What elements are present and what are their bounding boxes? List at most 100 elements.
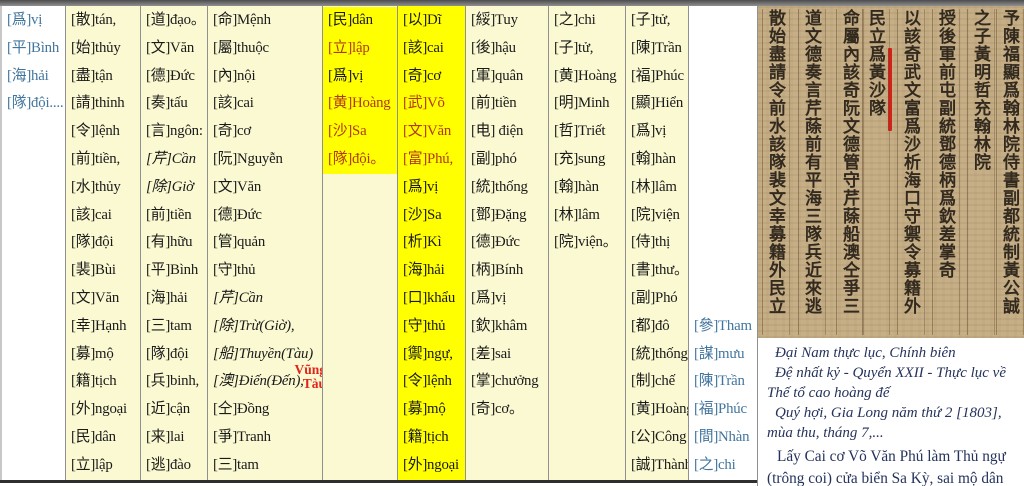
caption-line-3: Quý hợi, Gia Long năm thứ 2 [1803], mùa …: [767, 405, 1002, 441]
table-cell: [前]tiền: [146, 206, 192, 223]
table-cell: [船]Thuyền(Tàu): [213, 345, 313, 362]
table-cell: [三]tam: [213, 456, 259, 473]
table-cell: [令]lệnh: [71, 123, 120, 140]
table-column-6: [以]Dĩ [該]cai [奇]cơ [武]Võ [文]Văn [富]Phú, [爲]vị […: [397, 6, 465, 480]
table-cell: [顯]Hiển: [631, 95, 684, 112]
table-cell: [書]thư。: [631, 262, 689, 279]
table-cell: [參]Tham: [694, 317, 752, 334]
table-cell: [之]chi: [694, 456, 736, 473]
table-cell: [海]hải: [7, 67, 49, 84]
vung-tau-annotation: Vũng Tàu: [294, 362, 326, 391]
manuscript-column-7: 道文德奏言芹蒢前有平海三隊兵近來逃: [798, 9, 826, 335]
table-cell: [德]Đức: [146, 67, 195, 84]
table-cell: [林]lâm: [554, 206, 600, 223]
table-cell: [德]Đức: [471, 234, 520, 251]
table-column-8: [之]chi [子]tử, [黄]Hoàng [明]Minh [哲]Triết [充]su…: [548, 6, 625, 480]
transcription-table: [爲]vị [平]Bình [海]hải [隊]đội.... [散]tán, [始]th…: [0, 6, 757, 483]
table-cell: [散]tán,: [71, 12, 117, 28]
manuscript-image: 予陳福顯爲翰林院侍書副都統制黃公誠 之子黃明哲充翰林院 授後軍前屯副統鄧德柄爲欽差掌…: [757, 6, 1024, 338]
manuscript-column-2: 之子黃明哲充翰林院: [967, 9, 995, 335]
table-column-3: [道]đạo。 [文]Văn [德]Đức [奏]tấu [言]ngôn: [芹]Cần […: [140, 6, 207, 480]
table-cell: [除]Giờ: [146, 178, 194, 195]
table-cell: [外]ngoại: [71, 401, 127, 418]
table-cell: [水]thủy: [71, 178, 121, 195]
table-cell: [謀]mưu: [694, 345, 745, 362]
table-cell: [文]Văn: [71, 290, 120, 306]
table-cell: [命]Mệnh: [213, 12, 271, 28]
table-cell: [口]khẩu: [403, 290, 456, 306]
table-cell: [芹]Cần: [146, 151, 196, 167]
table-column-2: [散]tán, [始]thủy [盡]tận [請]thỉnh [令]lệnh [前]ti…: [65, 6, 140, 480]
table-cell: [来]lai: [146, 429, 185, 445]
manuscript-column-6: 命屬內該奇阮文德管守芹蒢船澳仝爭三: [836, 9, 864, 335]
table-cell: [爲]vị: [7, 12, 43, 28]
table-cell: [奏]tấu: [146, 95, 188, 112]
table-cell: [隊]đội: [146, 345, 189, 362]
table-cell: [澳]Điến(Đến),: [213, 373, 304, 390]
table-cell: [前]tiền,: [71, 151, 120, 167]
table-cell: [沙]Sa: [403, 206, 442, 223]
table-cell: [誠]Thành: [631, 456, 692, 473]
table-cell: [公]Công: [631, 429, 687, 445]
manuscript-column-3: 授後軍前屯副統鄧德柄爲欽差掌奇: [932, 9, 960, 335]
table-left-border: [0, 6, 2, 483]
table-cell: [海]hải: [146, 290, 188, 306]
manuscript-column-4: 以該奇武文富爲沙析海口守禦令募籍外: [897, 9, 925, 335]
table-cell: [令]lệnh: [403, 373, 452, 390]
red-marker-line: [888, 48, 892, 131]
table-cell: [武]Võ: [403, 95, 445, 112]
table-cell: [間]Nhàn: [694, 429, 750, 445]
table-cell: [民]dân: [71, 429, 116, 445]
table-cell: [子]tử,: [631, 12, 671, 28]
table-cell: [爲]vị: [403, 178, 439, 195]
table-cell: [內]nội: [213, 67, 256, 84]
table-cell: [募]mộ: [71, 345, 114, 362]
table-cell: [爲]vị: [631, 123, 667, 140]
table-column-9: [子]tử, [陳]Trần [福]Phúc [顯]Hiển [爲]vị [翰]hàn [林…: [625, 6, 694, 480]
table-cell: [文]Văn: [403, 123, 452, 140]
table-cell: [副]Phó: [631, 290, 678, 306]
table-cell: [奇]cơ: [213, 123, 252, 140]
table-cell: [民]dân: [323, 7, 397, 35]
table-cell: [院]viện: [631, 206, 680, 223]
table-cell: [哲]Triết: [554, 123, 606, 140]
table-cell: [欽]khâm: [471, 317, 528, 334]
manuscript-column-8: 散始盡請令前水該隊裴文幸募籍外民立: [762, 9, 790, 335]
table-cell: [黄]Hoàng: [554, 67, 617, 84]
table-cell: [爲]vị: [471, 290, 507, 306]
table-cell: [以]Dĩ: [403, 12, 442, 28]
table-column-10: [參]Tham [謀]mưu [陳]Trần [福]Phúc [間]Nhàn [之]chi: [688, 6, 756, 480]
table-cell: [統]thống: [471, 178, 528, 195]
table-cell: [析]Kì: [403, 234, 442, 251]
table-cell: [侍]thị: [631, 234, 671, 251]
table-cell: [綏]Tuy: [471, 12, 518, 28]
table-cell: [守]thủ: [403, 317, 446, 334]
table-cell: [院]viện。: [554, 234, 618, 251]
table-cell: [翰]hàn: [554, 178, 599, 195]
table-cell: [黄]Hoàng: [323, 90, 397, 119]
table-cell: [柄]Bính: [471, 262, 524, 279]
table-cell: [幸]Hạnh: [71, 317, 127, 334]
table-column-5: [民]dân [立]lập [爲]vị [黄]Hoàng [沙]Sa [隊]đội。: [322, 6, 397, 480]
table-cell: [海]hải: [403, 262, 445, 279]
table-cell: [逃]đào: [146, 456, 191, 473]
table-cell: [言]ngôn:: [146, 123, 203, 140]
caption-body: Lấy Cai cơ Võ Văn Phú làm Thủ ngự (trông…: [767, 448, 1006, 486]
table-cell: [富]Phú,: [403, 151, 453, 167]
table-cell: [之]chi: [554, 12, 596, 28]
table-cell: [除]Trừ(Giờ),: [213, 317, 295, 334]
table-cell: [道]đạo。: [146, 12, 206, 28]
table-cell: [子]tử,: [554, 39, 594, 56]
table-cell: [守]thủ: [213, 262, 256, 279]
table-cell: [管]quản: [213, 234, 266, 251]
table-cell: [隊]đội: [71, 234, 114, 251]
table-cell: [平]Bình: [7, 39, 60, 56]
table-cell: [奇]cơ: [403, 67, 442, 84]
table-cell: [制]chế: [631, 373, 675, 390]
table-cell: [文]Văn: [146, 39, 195, 56]
caption: Đại Nam thực lục, Chính biên Đệ nhất kỷ …: [757, 338, 1024, 486]
table-cell: [都]đô: [631, 317, 670, 334]
table-cell: [該]cai: [213, 95, 254, 112]
table-cell: [仝]Đồng: [213, 401, 270, 418]
table-cell: [沙]Sa: [323, 118, 397, 146]
